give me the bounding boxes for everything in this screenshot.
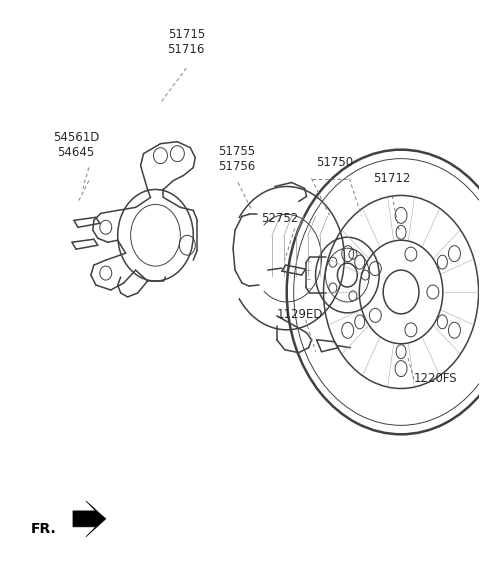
Text: 51755
51756: 51755 51756 — [218, 144, 256, 172]
Text: 51715
51716: 51715 51716 — [168, 28, 205, 56]
Text: 51750: 51750 — [316, 156, 353, 168]
Text: 52752: 52752 — [261, 212, 299, 225]
Text: FR.: FR. — [31, 522, 57, 536]
Polygon shape — [73, 501, 106, 537]
Text: 54561D
54645: 54561D 54645 — [53, 131, 99, 159]
Text: 1129ED: 1129ED — [276, 308, 323, 321]
Text: 1220FS: 1220FS — [414, 371, 457, 385]
Text: 51712: 51712 — [373, 172, 411, 186]
